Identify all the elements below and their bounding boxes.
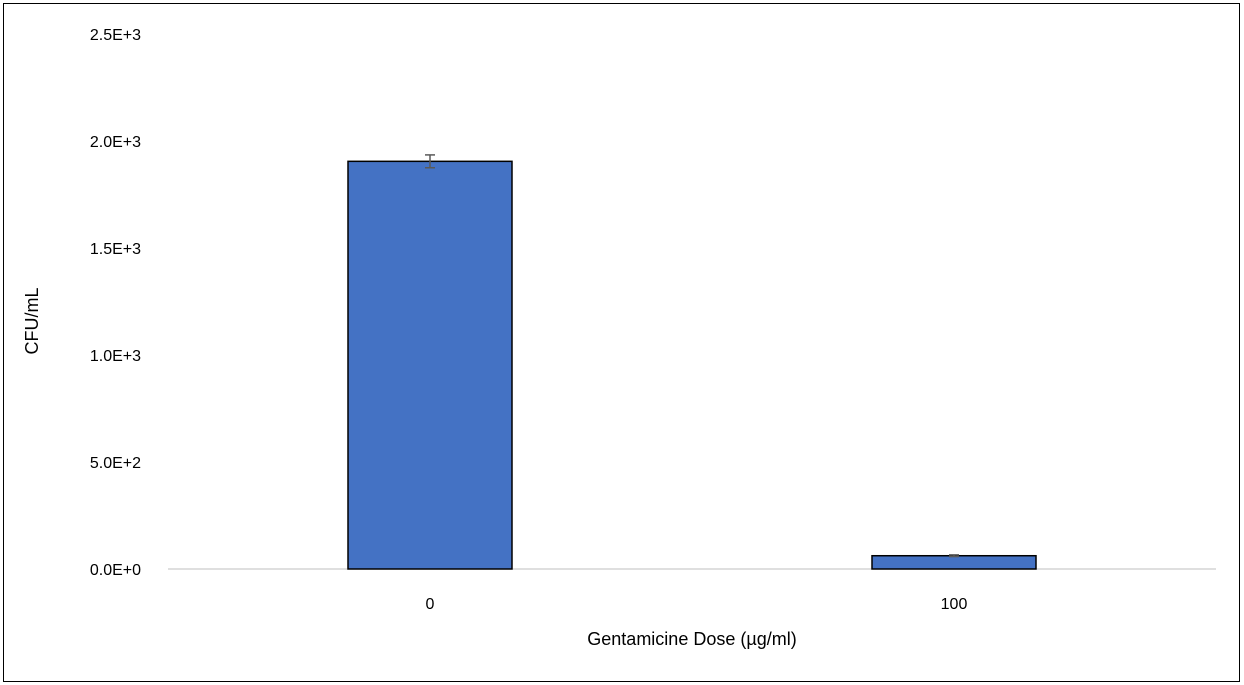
y-tick-label: 1.5E+3 bbox=[90, 241, 141, 258]
x-axis-ticks: 0 100 bbox=[426, 596, 968, 613]
error-bar-100 bbox=[949, 554, 959, 558]
error-bars bbox=[425, 154, 959, 558]
bar-0 bbox=[347, 160, 513, 570]
x-axis-title: Gentamicine Dose (µg/ml) bbox=[587, 629, 796, 649]
bars bbox=[347, 160, 1037, 570]
y-tick-label: 0.0E+0 bbox=[90, 562, 141, 579]
y-tick-label: 2.0E+3 bbox=[90, 134, 141, 151]
bar-100 bbox=[871, 554, 1037, 570]
y-tick-label: 1.0E+3 bbox=[90, 348, 141, 365]
x-tick-label: 0 bbox=[426, 596, 435, 613]
y-tick-label: 2.5E+3 bbox=[90, 27, 141, 44]
y-tick-label: 5.0E+2 bbox=[90, 455, 141, 472]
error-bar-0 bbox=[425, 154, 435, 169]
x-tick-label: 100 bbox=[941, 596, 968, 613]
y-axis-ticks: 0.0E+0 5.0E+2 1.0E+3 1.5E+3 2.0E+3 2.5E+3 bbox=[90, 27, 141, 579]
y-axis-title: CFU/mL bbox=[22, 288, 42, 355]
